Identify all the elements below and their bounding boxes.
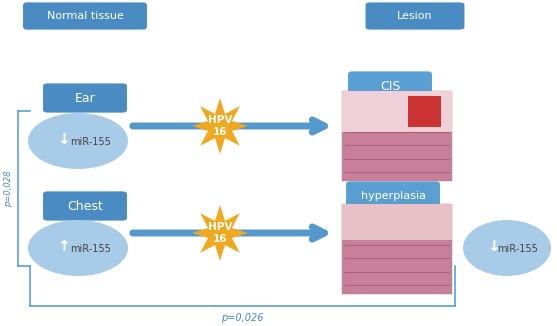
Ellipse shape [463, 220, 551, 276]
Text: p=0,026: p=0,026 [221, 313, 263, 323]
Text: ↑: ↑ [57, 239, 70, 254]
Ellipse shape [28, 220, 128, 276]
Text: HPV
16: HPV 16 [208, 115, 232, 137]
Text: miR-155: miR-155 [70, 244, 111, 254]
Text: ↓: ↓ [57, 132, 70, 147]
Text: Ear: Ear [75, 92, 95, 105]
Text: Normal tissue: Normal tissue [47, 11, 124, 21]
Text: miR-155: miR-155 [497, 244, 539, 254]
FancyBboxPatch shape [342, 91, 452, 131]
Text: p=0,028: p=0,028 [4, 171, 13, 207]
FancyBboxPatch shape [342, 204, 452, 240]
FancyBboxPatch shape [43, 191, 127, 221]
Polygon shape [192, 98, 248, 154]
Text: miR-155: miR-155 [70, 137, 111, 147]
FancyBboxPatch shape [348, 71, 432, 101]
FancyBboxPatch shape [365, 2, 465, 30]
FancyBboxPatch shape [43, 83, 127, 112]
Polygon shape [192, 205, 248, 261]
Text: Lesion: Lesion [397, 11, 433, 21]
Text: Chest: Chest [67, 200, 103, 213]
Text: hyperplasia: hyperplasia [360, 191, 426, 201]
Text: HPV
16: HPV 16 [208, 222, 232, 244]
Text: CIS: CIS [380, 80, 400, 93]
FancyBboxPatch shape [346, 181, 440, 211]
Text: ↓: ↓ [487, 239, 500, 254]
Ellipse shape [28, 113, 128, 169]
FancyBboxPatch shape [342, 204, 452, 294]
FancyBboxPatch shape [408, 96, 441, 127]
FancyBboxPatch shape [23, 2, 147, 30]
FancyBboxPatch shape [342, 91, 452, 181]
